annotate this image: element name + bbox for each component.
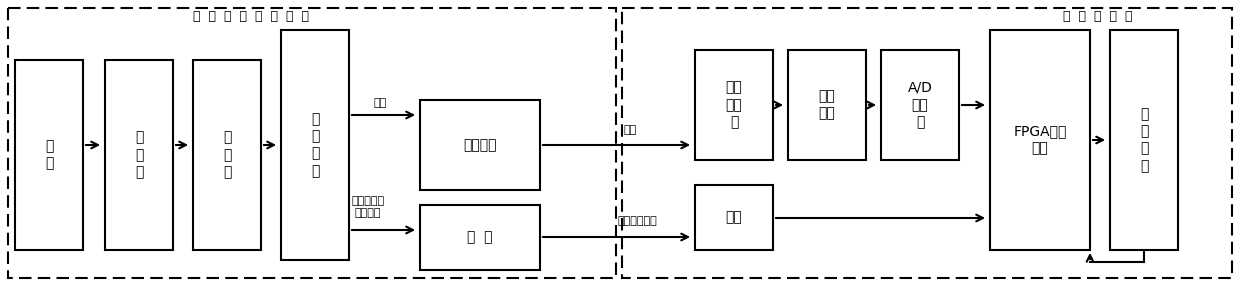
Text: 中精码、粗码: 中精码、粗码 — [618, 216, 657, 226]
Text: 后  处  理  电  路: 后 处 理 电 路 — [1063, 10, 1132, 23]
Text: 码  盘  头  部  处  理  电  路: 码 盘 头 部 处 理 电 路 — [193, 10, 309, 23]
Text: 模拟
开关: 模拟 开关 — [818, 89, 836, 121]
Text: 整  形: 整 形 — [467, 231, 492, 245]
Bar — [7, 8, 616, 278]
Text: 动
光
栅: 动 光 栅 — [223, 131, 231, 179]
Bar — [622, 8, 1233, 278]
Text: 采样
保持
器: 采样 保持 器 — [725, 81, 743, 129]
Text: 上拉: 上拉 — [725, 210, 743, 225]
Bar — [787, 50, 866, 160]
Text: 精码: 精码 — [373, 98, 387, 108]
Bar — [281, 30, 348, 260]
Bar — [990, 30, 1090, 250]
Bar — [694, 185, 773, 250]
Text: 中精码、粗
码、通阈: 中精码、粗 码、通阈 — [351, 196, 384, 218]
Bar — [193, 60, 260, 250]
Bar — [105, 60, 174, 250]
Text: 静
光
栅: 静 光 栅 — [135, 131, 143, 179]
Text: 光
源: 光 源 — [45, 139, 53, 171]
Text: 精码: 精码 — [624, 125, 637, 135]
Text: 角
度
数
据: 角 度 数 据 — [1140, 107, 1148, 173]
Text: FPGA处理
电路: FPGA处理 电路 — [1013, 124, 1066, 156]
Text: 光
敏
元
件: 光 敏 元 件 — [311, 112, 319, 178]
Bar — [694, 50, 773, 160]
Text: A/D
转换
器: A/D 转换 器 — [908, 81, 932, 129]
Bar — [420, 205, 539, 270]
Bar — [15, 60, 83, 250]
Bar — [1110, 30, 1178, 250]
Bar — [880, 50, 959, 160]
Text: 差分放大: 差分放大 — [464, 138, 497, 152]
Bar — [420, 100, 539, 190]
